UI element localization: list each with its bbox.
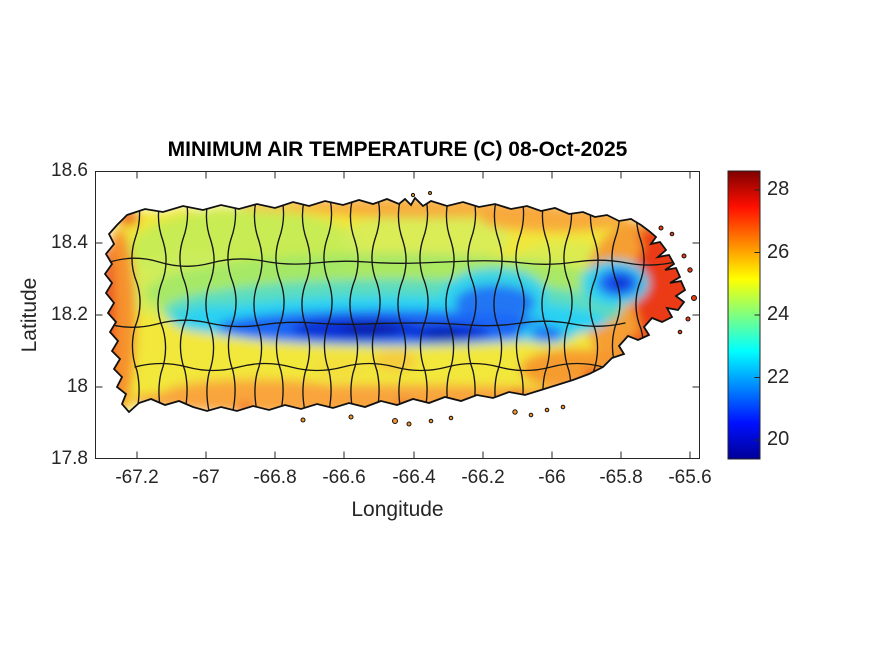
- x-tick-label: -66: [538, 467, 566, 488]
- x-tick-marks: [136, 171, 691, 459]
- chart-title: MINIMUM AIR TEMPERATURE (C) 08-Oct-2025: [167, 138, 628, 161]
- colorbar-tick-label: 24: [767, 303, 790, 325]
- x-tick-label: -65.6: [668, 467, 712, 488]
- y-tick-label: 17.8: [51, 448, 88, 469]
- y-tick-label: 18.4: [51, 232, 88, 253]
- x-tick-label: -66.2: [461, 467, 505, 488]
- colorbar-tick-label: 22: [767, 366, 790, 388]
- y-tick-label: 18: [66, 376, 88, 397]
- x-tick-label: -66.4: [392, 467, 436, 488]
- colorbar-tick-label: 20: [767, 428, 790, 450]
- puerto-rico-map: [104, 191, 697, 427]
- x-tick-label: -66.8: [253, 467, 297, 488]
- x-tick-label: -65.8: [599, 467, 643, 488]
- y-tick-label: 18.2: [51, 304, 88, 325]
- colorbar-tick-marks: [754, 189, 760, 441]
- x-axis-label: Longitude: [351, 498, 444, 521]
- colorbar-tick-label: 26: [767, 241, 790, 263]
- x-tick-label: -66.6: [322, 467, 366, 488]
- colorbar-tick-label: 28: [767, 178, 790, 200]
- offshore-cays: [300, 191, 697, 427]
- y-tick-label: 18.6: [51, 160, 88, 181]
- municipality-boundaries: [105, 198, 680, 412]
- y-tick-marks: [95, 242, 700, 388]
- x-tick-label: -67: [192, 467, 220, 488]
- x-tick-label: -67.2: [115, 467, 159, 488]
